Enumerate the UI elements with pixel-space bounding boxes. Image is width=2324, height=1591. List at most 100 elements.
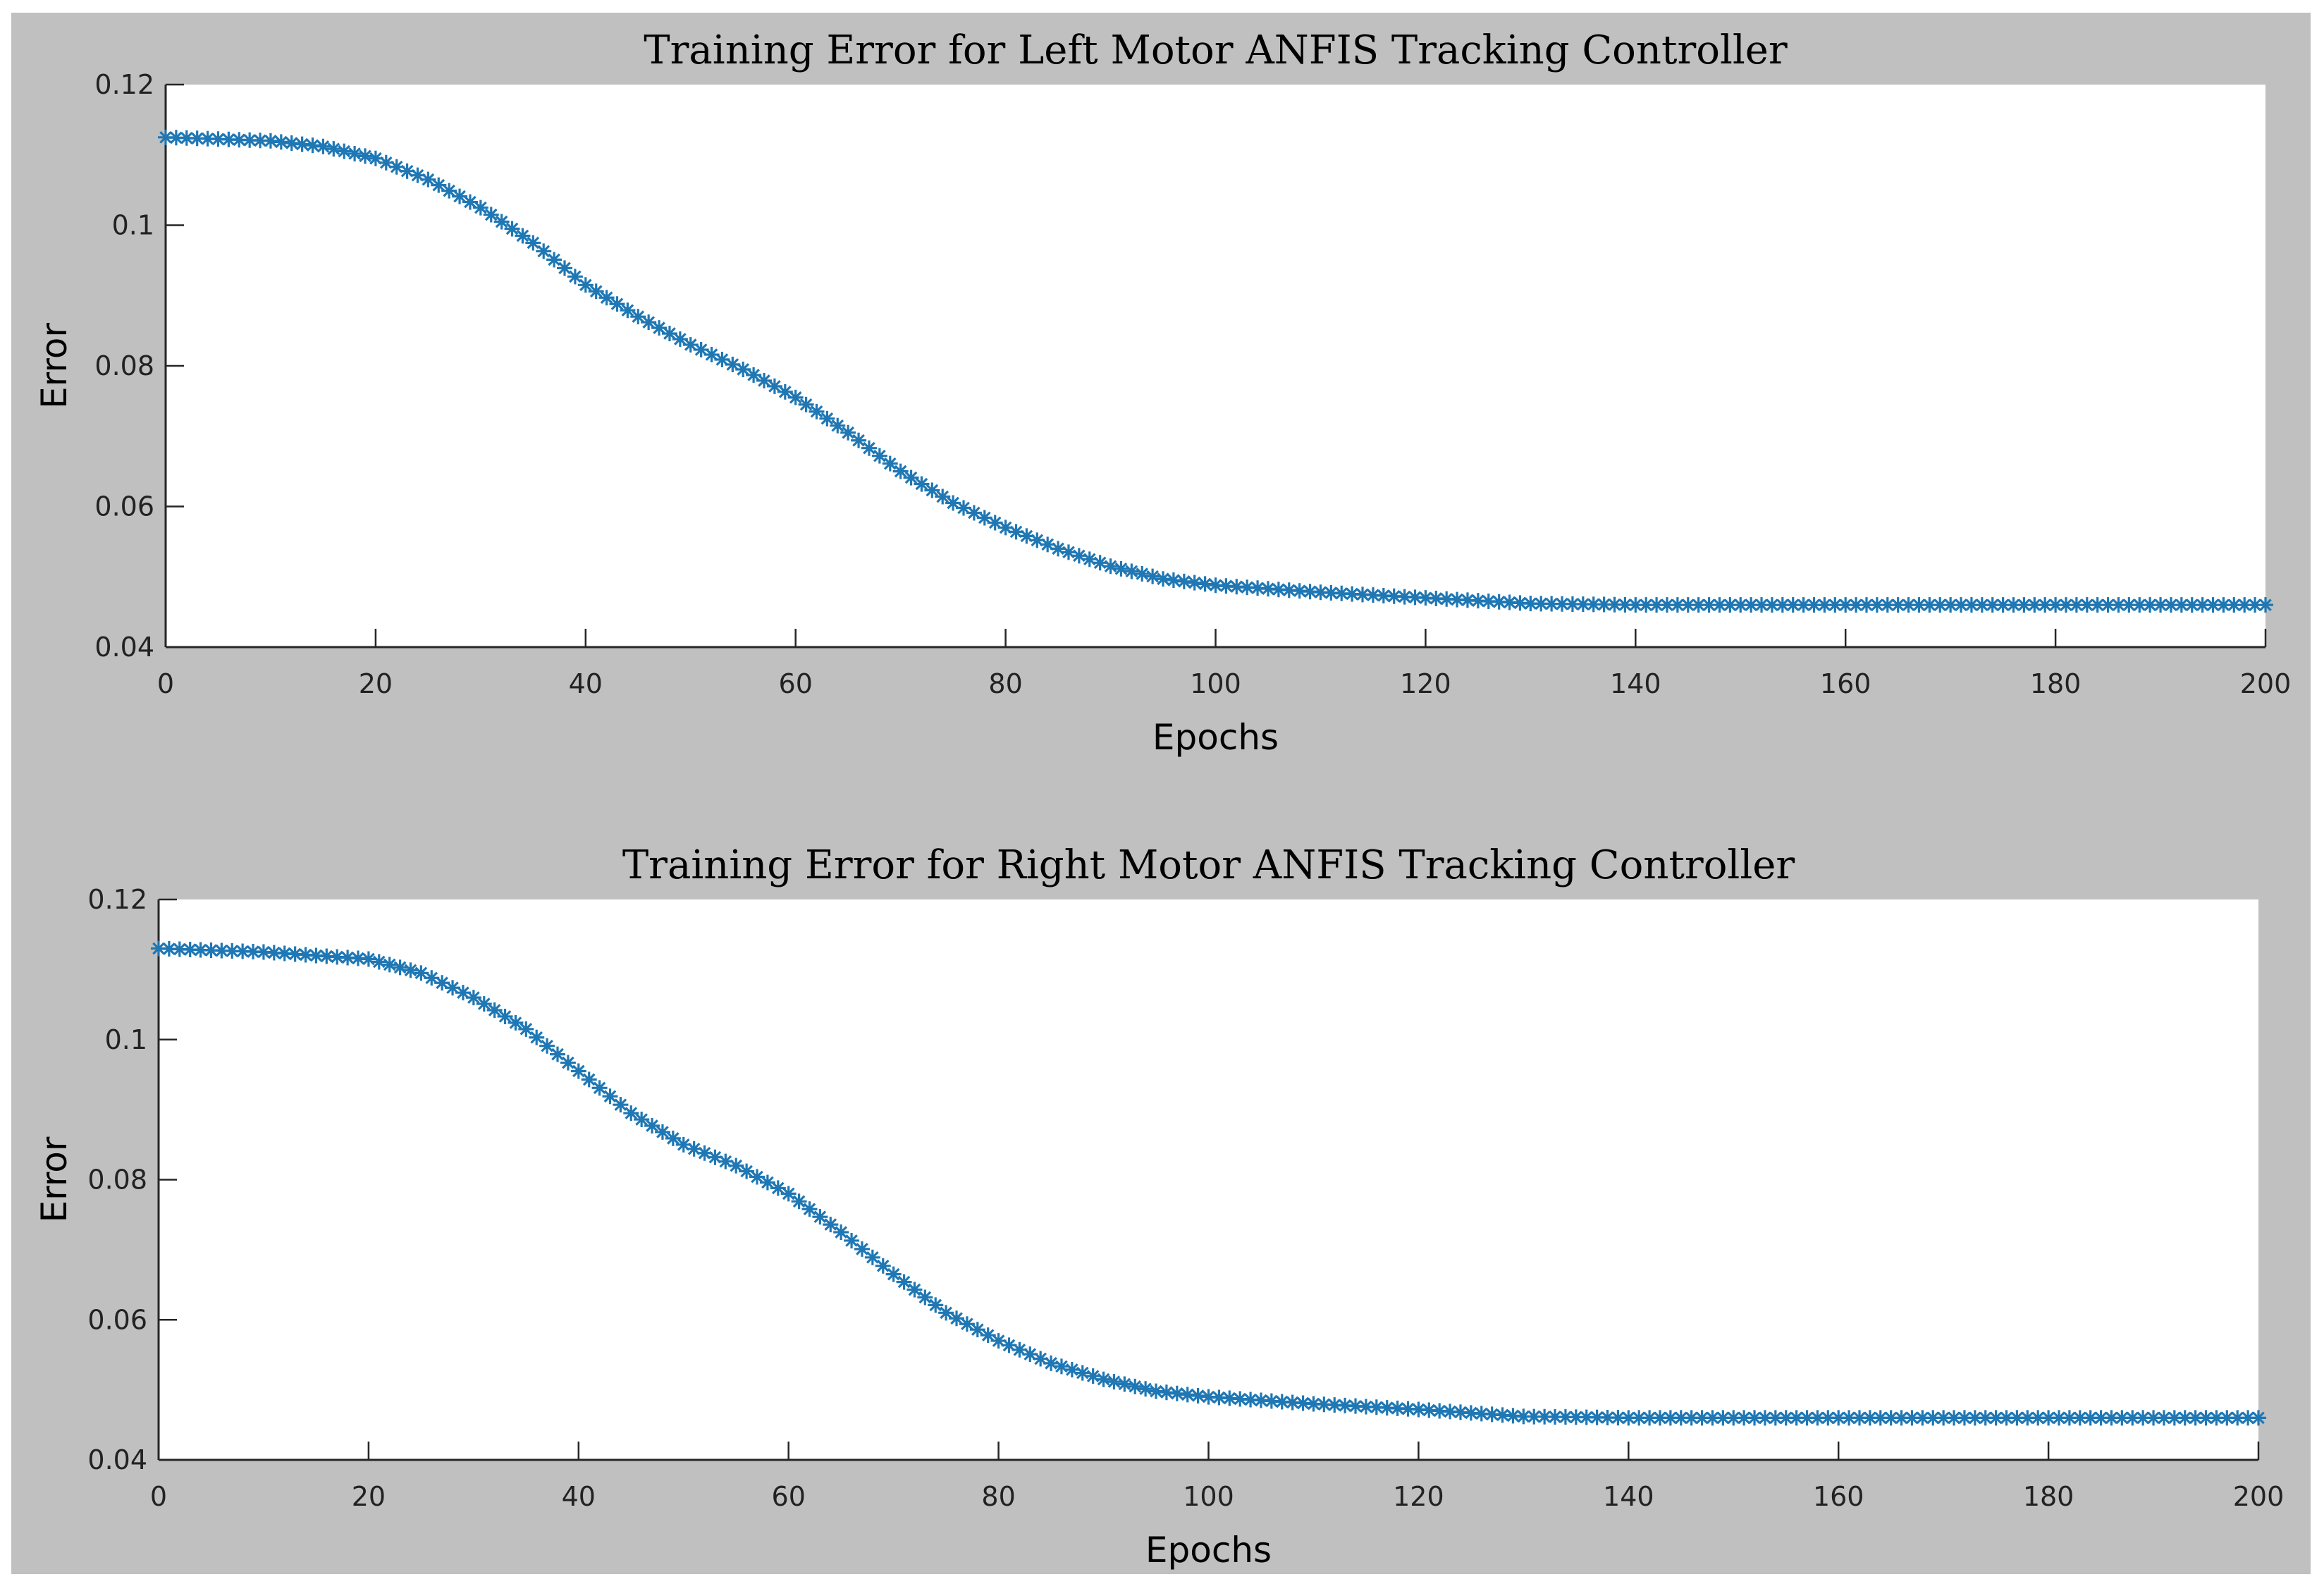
data-point	[641, 314, 657, 331]
data-point	[1606, 596, 1623, 613]
data-point	[1421, 1402, 1437, 1418]
data-point	[434, 975, 450, 991]
data-point	[381, 957, 398, 973]
data-point	[746, 367, 762, 383]
data-point	[151, 940, 166, 957]
data-point	[1869, 597, 1885, 613]
data-point	[2258, 597, 2273, 613]
data-point	[861, 440, 877, 456]
data-point	[570, 1063, 586, 1079]
x-tick-label: 0	[157, 668, 174, 699]
chart-canvas: Training Error for Left Motor ANFIS Trac…	[34, 27, 2291, 1571]
data-point	[367, 150, 383, 166]
data-point	[1117, 1376, 1133, 1392]
data-point	[882, 455, 898, 472]
data-point	[2240, 1410, 2256, 1426]
data-point	[1355, 586, 1371, 603]
data-point	[1368, 1399, 1384, 1415]
data-point	[1642, 1410, 1658, 1426]
data-point	[914, 476, 930, 492]
data-point	[1348, 1398, 1364, 1414]
data-point	[644, 1117, 660, 1134]
chart-title: Training Error for Right Motor ANFIS Tra…	[622, 842, 1795, 888]
data-point	[812, 1209, 828, 1225]
data-point	[1974, 597, 1990, 613]
y-tick-label: 0.1	[105, 1024, 147, 1055]
data-point	[1344, 586, 1360, 602]
data-point	[424, 970, 440, 986]
data-point	[536, 243, 552, 259]
data-point	[766, 378, 782, 394]
data-point	[210, 131, 226, 147]
data-point	[1774, 597, 1790, 613]
data-point	[497, 1008, 513, 1024]
data-point	[1575, 596, 1591, 613]
data-point	[1936, 1410, 1952, 1426]
data-point	[1365, 587, 1381, 603]
data-point	[1820, 1410, 1836, 1426]
data-point	[1092, 555, 1108, 571]
data-point	[1102, 558, 1119, 575]
data-point	[2072, 1410, 2088, 1426]
data-point	[462, 194, 478, 210]
data-point	[203, 942, 219, 959]
data-point	[283, 135, 300, 151]
data-point	[2177, 1410, 2193, 1426]
data-point	[276, 945, 293, 962]
data-point	[1628, 597, 1644, 613]
data-point	[1922, 597, 1938, 613]
data-point	[242, 132, 258, 148]
y-tick-label: 0.12	[87, 884, 147, 915]
data-point	[2251, 1410, 2266, 1426]
data-point	[431, 177, 447, 193]
data-point	[1190, 1387, 1206, 1403]
data-point	[591, 1080, 608, 1096]
data-point	[924, 482, 940, 498]
data-point	[178, 130, 195, 146]
data-point	[1683, 1410, 1699, 1426]
y-tick-label: 0.04	[94, 632, 154, 663]
data-point	[1995, 597, 2011, 613]
data-point	[1022, 1346, 1038, 1363]
data-point	[1827, 597, 1843, 613]
data-point	[1715, 1410, 1731, 1426]
data-point	[938, 1305, 954, 1321]
data-point	[1145, 568, 1161, 584]
data-point	[1207, 577, 1224, 594]
data-point	[634, 1112, 650, 1128]
data-point	[255, 944, 271, 960]
data-point	[728, 1157, 744, 1174]
data-point	[2030, 1410, 2046, 1426]
data-point	[399, 163, 415, 179]
data-point	[1883, 1410, 1899, 1426]
data-point	[990, 1333, 1007, 1349]
data-point	[336, 143, 352, 159]
data-point	[2166, 1410, 2182, 1426]
data-point	[1659, 597, 1675, 613]
data-point	[1165, 572, 1181, 589]
data-point	[1533, 596, 1549, 612]
data-point	[529, 1029, 545, 1045]
data-point	[2142, 597, 2158, 613]
data-point	[791, 1193, 807, 1210]
data-point	[1848, 597, 1864, 613]
data-point	[1001, 1337, 1017, 1353]
x-tick-label: 120	[1400, 668, 1451, 699]
data-point	[966, 505, 982, 521]
data-point	[287, 946, 303, 962]
data-point	[1694, 1410, 1710, 1426]
data-point	[577, 277, 594, 293]
data-point	[546, 252, 562, 268]
data-point	[1858, 597, 1874, 613]
data-point	[1890, 597, 1906, 613]
chart-1: Training Error for Left Motor ANFIS Trac…	[34, 27, 2291, 758]
x-tick-label: 140	[1610, 668, 1661, 699]
data-point	[1375, 587, 1391, 603]
data-point	[245, 944, 262, 960]
data-point	[1831, 1410, 1847, 1426]
data-point	[486, 1002, 503, 1019]
data-point	[2121, 597, 2137, 613]
data-point	[809, 403, 825, 419]
data-point	[1463, 1405, 1479, 1421]
data-point	[340, 950, 356, 966]
